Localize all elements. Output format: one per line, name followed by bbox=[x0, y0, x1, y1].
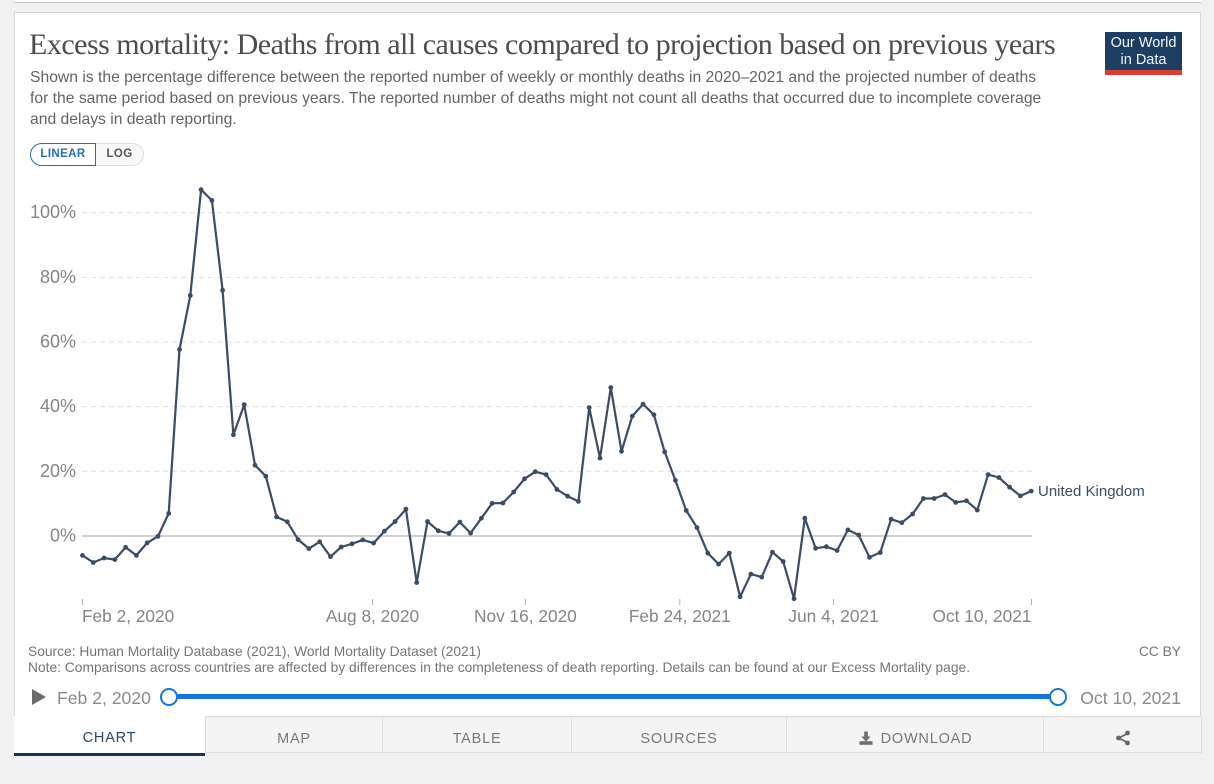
svg-text:Nov 16, 2020: Nov 16, 2020 bbox=[474, 606, 577, 626]
svg-text:Oct 10, 2021: Oct 10, 2021 bbox=[933, 606, 1032, 626]
svg-text:0%: 0% bbox=[50, 526, 76, 546]
svg-text:20%: 20% bbox=[40, 461, 76, 481]
svg-text:United Kingdom: United Kingdom bbox=[1038, 483, 1145, 500]
svg-text:Aug 8, 2020: Aug 8, 2020 bbox=[326, 606, 419, 626]
svg-text:100%: 100% bbox=[30, 202, 76, 222]
svg-text:80%: 80% bbox=[40, 267, 76, 287]
svg-text:Feb 24, 2021: Feb 24, 2021 bbox=[629, 606, 731, 626]
svg-text:Jun 4, 2021: Jun 4, 2021 bbox=[788, 606, 878, 626]
svg-text:60%: 60% bbox=[40, 332, 76, 352]
svg-text:Feb 2, 2020: Feb 2, 2020 bbox=[82, 606, 174, 626]
svg-text:40%: 40% bbox=[40, 396, 76, 416]
